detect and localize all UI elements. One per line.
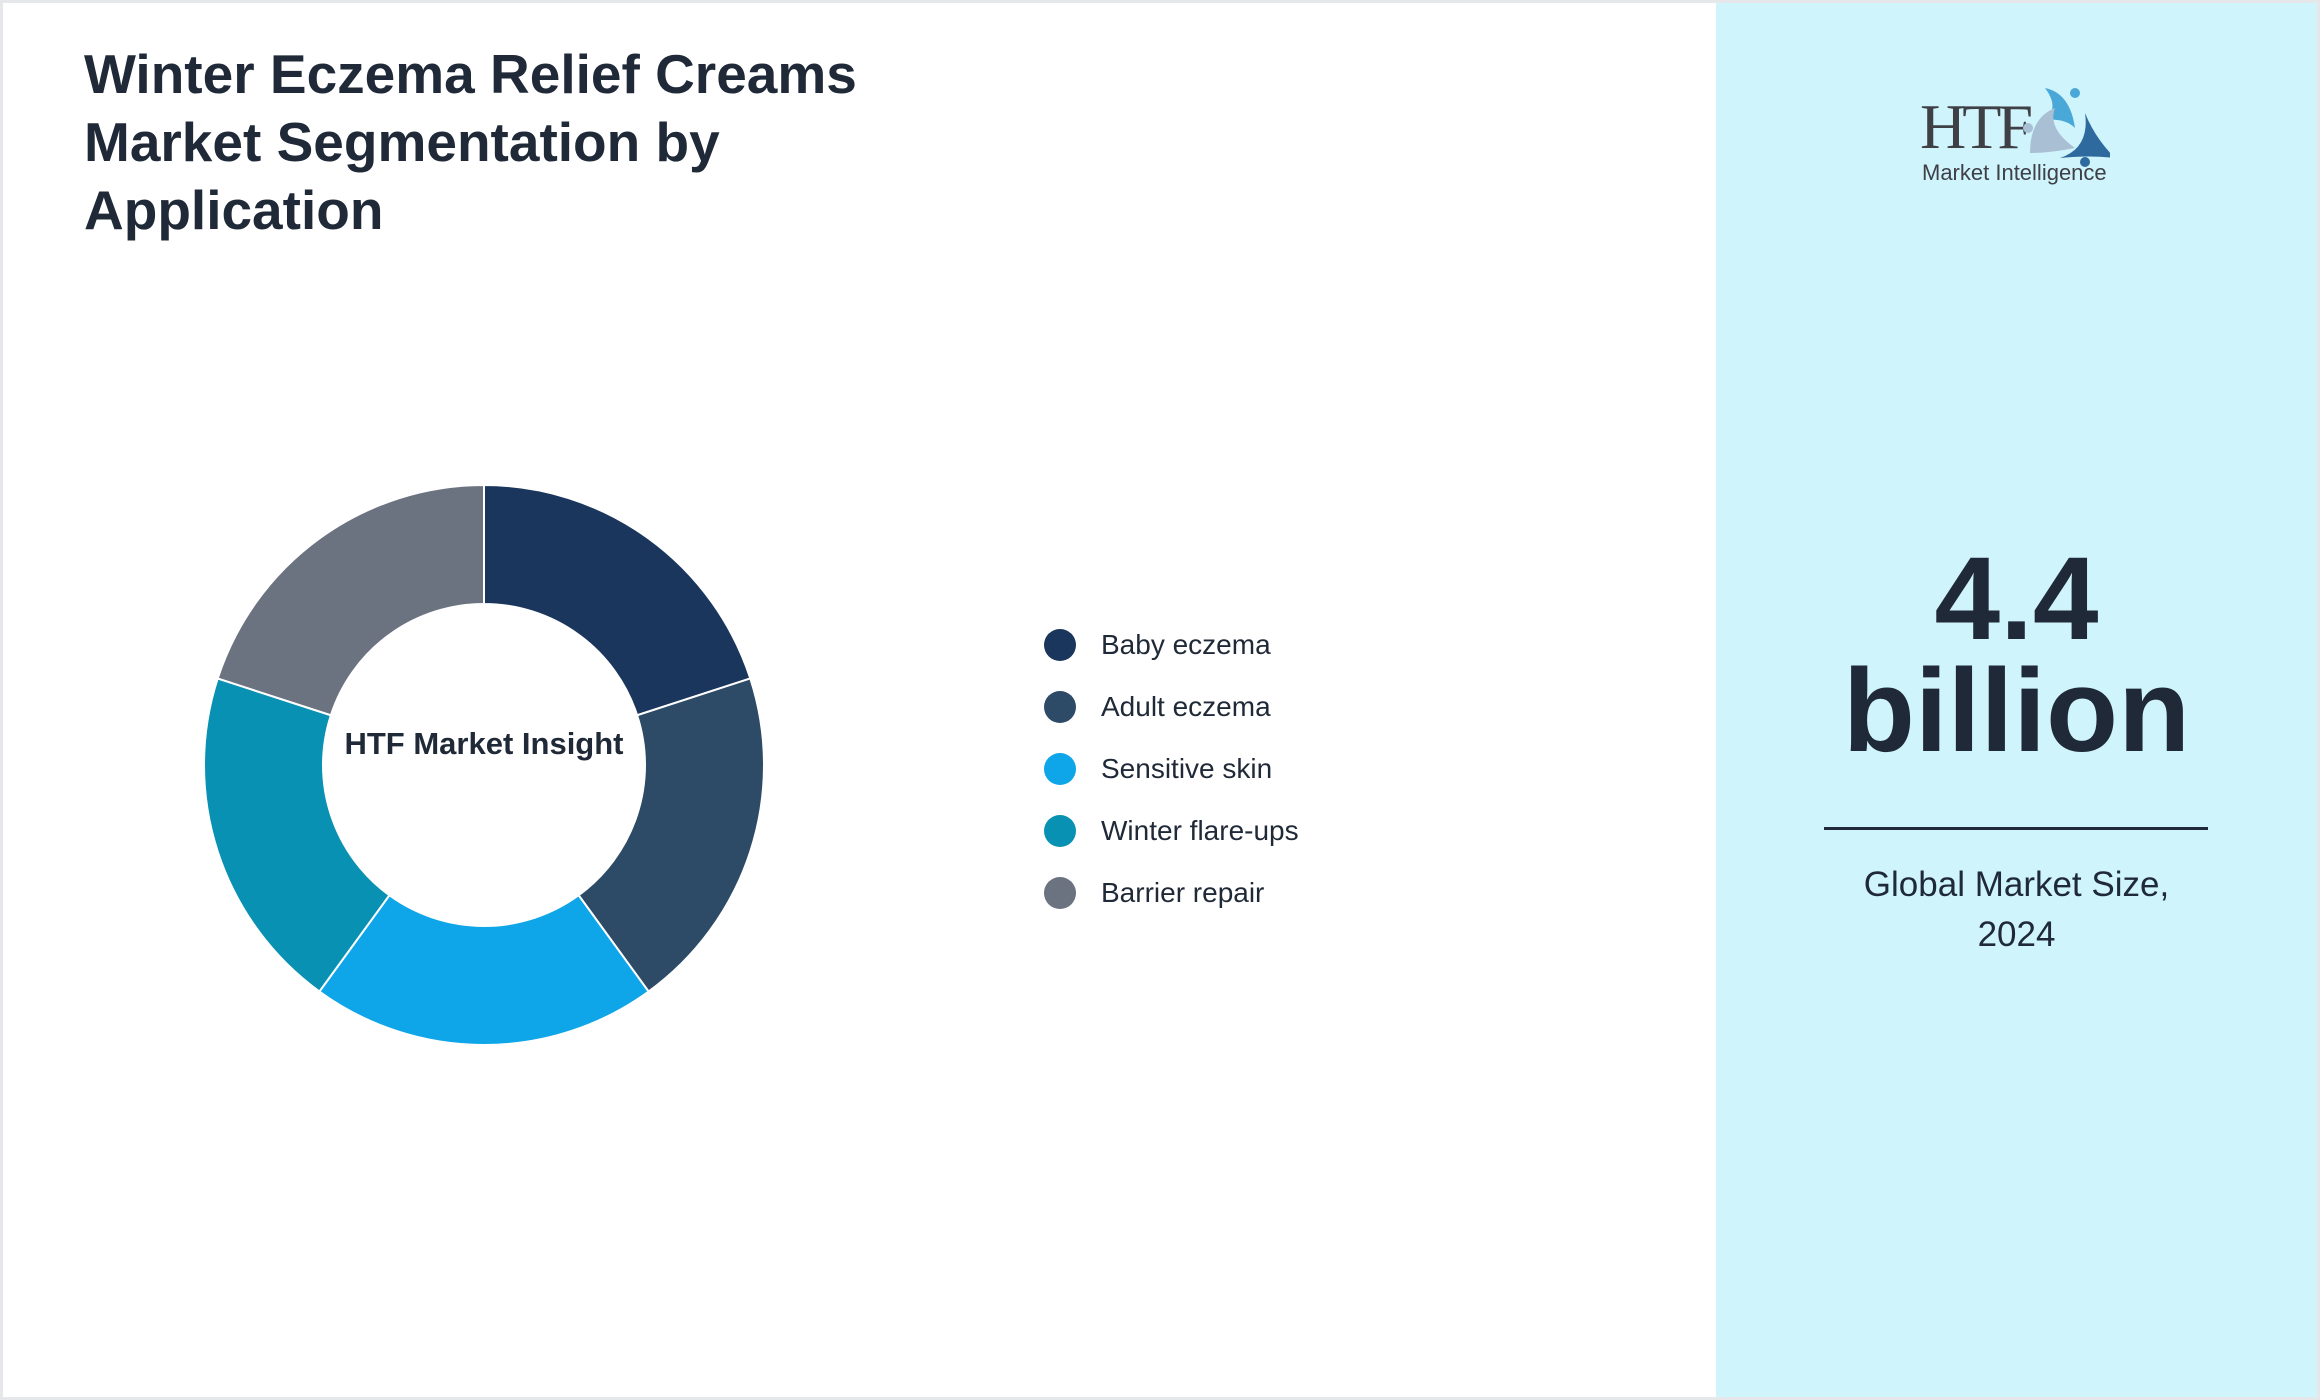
svg-text:HTF: HTF (1920, 91, 2031, 162)
caption-line-2: 2024 (1977, 915, 2056, 954)
legend-label: Sensitive skin (1101, 753, 1273, 784)
donut-slice-winter-flare-ups (203, 677, 391, 993)
logo-subtitle: Market Intelligence (1922, 160, 2107, 185)
donut-slice-sensitive-skin (318, 893, 650, 1047)
legend-swatch (1044, 753, 1076, 785)
donut-slice-adult-eczema (577, 677, 765, 993)
legend-label: Barrier repair (1101, 877, 1265, 908)
legend-item: Baby eczema (1044, 628, 1271, 662)
legend-item: Adult eczema (1044, 690, 1271, 724)
htf-logo: HTF Market Intelligence (1920, 88, 2110, 185)
legend-swatch (1044, 691, 1076, 723)
legend-label: Adult eczema (1101, 691, 1271, 722)
donut-center-label: HTF Market Insight (344, 726, 624, 761)
donut-slice-barrier-repair (216, 483, 485, 717)
market-size-unit: billion (1842, 645, 2191, 777)
summary-panel (1716, 3, 2317, 1397)
legend-label: Baby eczema (1101, 629, 1271, 660)
donut-chart (203, 483, 765, 1047)
legend-item: Sensitive skin (1044, 752, 1272, 786)
legend-swatch (1044, 629, 1076, 661)
legend-swatch (1044, 815, 1076, 847)
donut-slice-baby-eczema (483, 483, 752, 717)
legend-item: Winter flare-ups (1044, 814, 1299, 848)
market-size-caption: Global Market Size, 2024 (1716, 860, 2317, 960)
market-size-value: 4.4 (1934, 533, 2099, 665)
legend-label: Winter flare-ups (1101, 815, 1299, 846)
caption-line-1: Global Market Size, (1863, 865, 2170, 904)
divider (1824, 827, 2208, 830)
page-title: Winter Eczema Relief Creams Market Segme… (84, 43, 857, 241)
legend-item: Barrier repair (1044, 876, 1264, 910)
legend-swatch (1044, 877, 1076, 909)
